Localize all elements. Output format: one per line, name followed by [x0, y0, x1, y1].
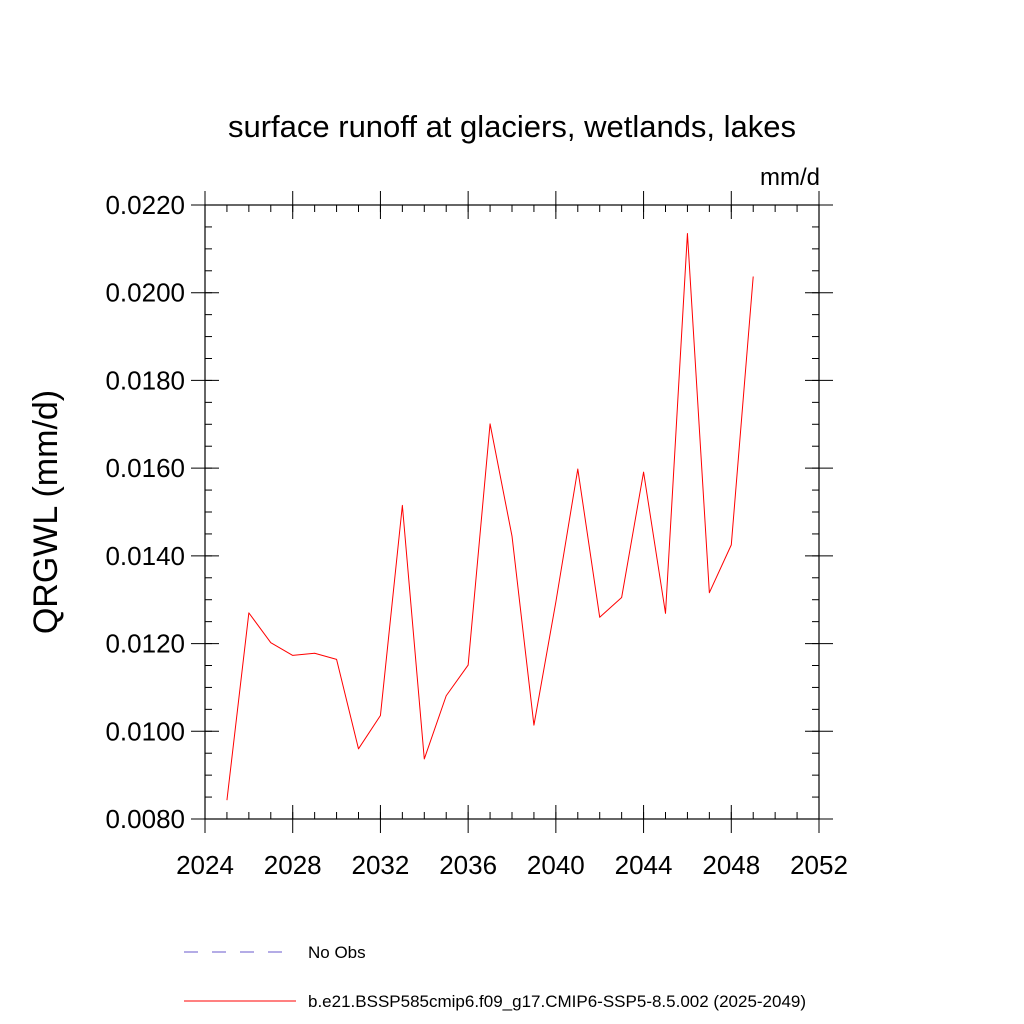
x-tick-labels: 2024 2028 2032 2036 2040 2044 2048 2052 [176, 850, 848, 880]
x-tick-label: 2040 [527, 850, 585, 880]
series-lines [226, 233, 754, 801]
y-tick-label: 0.0180 [105, 365, 185, 395]
units-label: mm/d [760, 164, 820, 191]
y-tick-label: 0.0140 [105, 541, 185, 571]
y-tick-label: 0.0100 [105, 716, 185, 746]
axis-ticks [191, 191, 833, 833]
legend-label-simulation: b.e21.BSSP585cmip6.f09_g17.CMIP6-SSP5-8.… [308, 992, 806, 1011]
y-tick-labels: 0.0080 0.0100 0.0120 0.0140 0.0160 0.0180 0.02… [105, 190, 185, 834]
y-axis-label: QRGWL (mm/d) [27, 390, 65, 634]
y-tick-label: 0.0080 [105, 804, 185, 834]
chart-title: surface runoff at glaciers, wetlands, la… [228, 109, 796, 144]
y-tick-label: 0.0160 [105, 453, 185, 483]
x-tick-label: 2028 [264, 850, 322, 880]
y-tick-label: 0.0200 [105, 278, 185, 308]
legend-label-no-obs: No Obs [308, 943, 366, 962]
x-tick-label: 2052 [790, 850, 848, 880]
plot-frame [204, 204, 820, 820]
x-tick-label: 2036 [439, 850, 497, 880]
x-tick-label: 2024 [176, 850, 234, 880]
series-line [226, 233, 754, 801]
x-tick-label: 2032 [352, 850, 410, 880]
x-tick-label: 2048 [702, 850, 760, 880]
y-tick-label: 0.0120 [105, 629, 185, 659]
legend: No Obs b.e21.BSSP585cmip6.f09_g17.CMIP6-… [184, 943, 806, 1011]
y-tick-label: 0.0220 [105, 190, 185, 220]
x-tick-label: 2044 [615, 850, 673, 880]
